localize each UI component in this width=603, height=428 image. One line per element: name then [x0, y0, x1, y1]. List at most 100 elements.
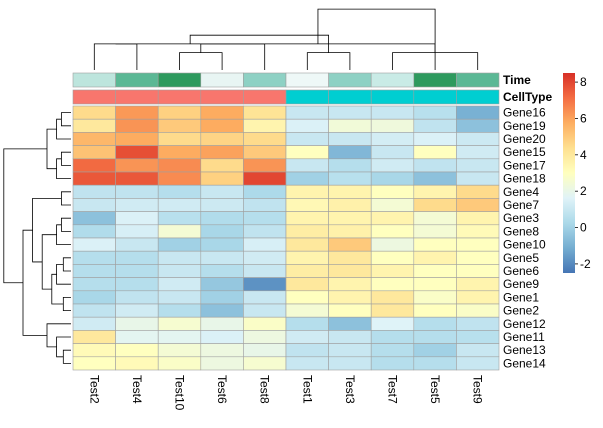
dendrogram-branch: [56, 224, 71, 245]
heatmap-cell: [200, 277, 244, 292]
heatmap-cell: [285, 264, 329, 278]
heatmap-cell: [243, 290, 287, 305]
heatmap-cell: [243, 132, 287, 146]
heatmap-cell: [243, 145, 287, 160]
heatmap-cell: [285, 343, 329, 358]
heatmap-cell: [200, 290, 244, 305]
heatmap-cell: [243, 330, 287, 344]
heatmap-cell: [328, 264, 372, 278]
heatmap-cell: [370, 303, 415, 318]
heatmap-cell: [115, 264, 159, 278]
heatmap-cell: [115, 343, 159, 358]
heatmap-cell: [243, 198, 287, 212]
annotation-cell-time: [243, 72, 287, 88]
annotation-cell-celltype: [328, 89, 372, 105]
heatmap-cell: [456, 132, 500, 146]
legend-tick-label: 8: [580, 75, 587, 89]
heatmap-cell: [413, 330, 457, 344]
heatmap-cell: [243, 158, 287, 173]
heatmap-cell: [413, 303, 457, 318]
heatmap-cell: [370, 264, 415, 278]
heatmap-cell: [413, 118, 457, 133]
heatmap-cell: [285, 145, 329, 160]
heatmap-cell: [370, 356, 415, 371]
heatmap-cell: [200, 237, 244, 252]
dendrogram-branch: [46, 323, 71, 348]
heatmap-cell: [200, 250, 244, 265]
heatmap-cell: [328, 158, 372, 173]
heatmap-cell: [456, 316, 500, 331]
heatmap-cell: [328, 277, 372, 292]
heatmap-cell: [72, 145, 116, 160]
heatmap-cell: [370, 224, 415, 239]
heatmap-cell: [285, 211, 329, 226]
annotation-cell-time: [328, 72, 372, 88]
heatmap-cell: [157, 198, 202, 212]
heatmap-cell: [285, 330, 329, 344]
heatmap-cell: [370, 316, 415, 331]
heatmap-cell: [115, 237, 159, 252]
column-labels: Test2 Test4 Test10 Test6 Test8 Test1 Test3 Test…: [87, 375, 484, 411]
heatmap-cell: [200, 264, 244, 278]
annotation-label: Time: [503, 73, 531, 87]
annotation-cell-celltype: [413, 89, 457, 105]
heatmap-cell: [243, 184, 287, 199]
heatmap-cell: [328, 250, 372, 265]
heatmap-cell: [456, 250, 500, 265]
heatmap-cell: [413, 171, 457, 186]
heatmap-cell: [413, 198, 457, 212]
heatmap-cell: [328, 184, 372, 199]
heatmap-cell: [413, 290, 457, 305]
heatmap-cell: [115, 184, 159, 199]
heatmap-cell: [243, 211, 287, 226]
dendrogram-branch: [56, 158, 71, 179]
heatmap-cell: [328, 330, 372, 344]
heatmap-cell: [115, 224, 159, 239]
heatmap-cell: [115, 132, 159, 146]
row-label: Gene15: [503, 145, 546, 159]
heatmap-cell: [72, 237, 116, 252]
heatmap-cell: [200, 105, 244, 120]
annotation-cell-time: [115, 72, 159, 88]
heatmap-cell: [115, 356, 159, 371]
column-label: Test1: [300, 375, 314, 404]
annotation-cell-celltype: [243, 89, 287, 105]
heatmap-cell: [72, 118, 116, 133]
heatmap-cell: [157, 118, 202, 133]
annotation-cell-celltype: [200, 89, 244, 105]
heatmap-cell: [72, 132, 116, 146]
legend-color-bar: [563, 73, 575, 273]
heatmap-cell: [370, 184, 415, 199]
row-label: Gene14: [503, 356, 546, 370]
row-label: Gene1: [503, 290, 539, 304]
heatmap-cell: [72, 105, 116, 120]
heatmap-cell: [115, 316, 159, 331]
heatmap-cell: [285, 158, 329, 173]
heatmap-cell: [413, 356, 457, 371]
heatmap-cell: [157, 277, 202, 292]
heatmap-cell: [72, 316, 116, 331]
heatmap-cell: [328, 145, 372, 160]
dendrogram-branch: [179, 52, 223, 70]
heatmap-cell: [157, 264, 202, 278]
dendrogram-branch: [62, 257, 71, 272]
dendrogram-branch: [51, 273, 64, 305]
heatmap-cell: [72, 211, 116, 226]
annotation-cell-time: [285, 72, 329, 88]
heatmap-cell: [200, 118, 244, 133]
dendrogram-branch: [46, 128, 57, 170]
annotation-cell-time: [413, 72, 457, 88]
legend-tick-label: 4: [580, 148, 587, 162]
heatmap-cell: [72, 184, 116, 199]
heatmap-cell: [243, 237, 287, 252]
dendrogram-branch: [200, 43, 436, 70]
heatmap-cell: [456, 118, 500, 133]
heatmap-cell: [328, 356, 372, 371]
column-label: Test9: [471, 375, 485, 404]
annotation-cell-time: [200, 72, 244, 88]
heatmap-cell: [115, 171, 159, 186]
heatmap-cell: [328, 303, 372, 318]
heatmap-cell: [370, 290, 415, 305]
dendrogram-branch: [61, 217, 71, 232]
